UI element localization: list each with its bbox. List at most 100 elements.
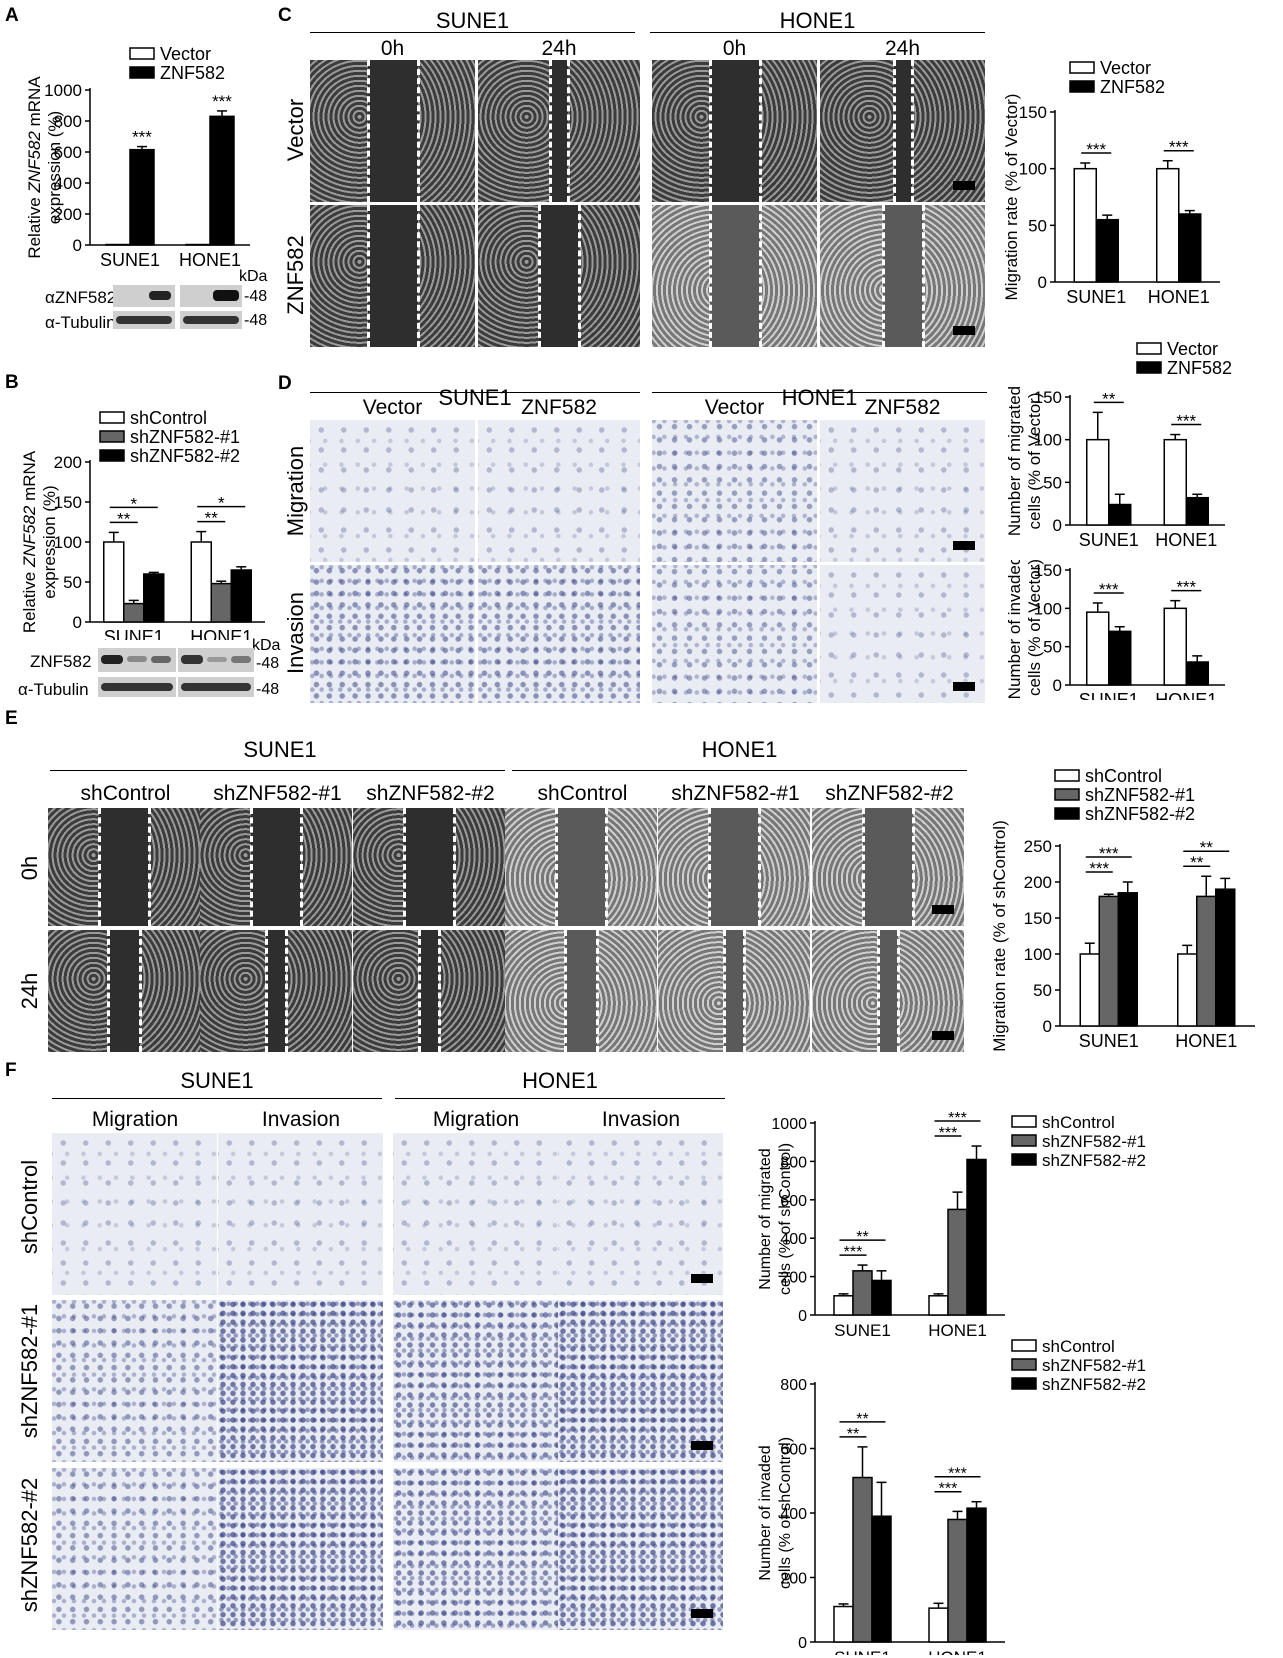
sig-label-0: ***: [132, 128, 152, 147]
category-label-0: SUNE1: [1066, 287, 1126, 307]
y-tick-label-4: 200: [1024, 873, 1052, 892]
y-tick-label-3: 150: [1024, 909, 1052, 928]
y-axis-label-part-1-3: mRNA: [25, 76, 44, 131]
y-axis-label-2: expression (%): [45, 111, 64, 224]
c-micrograph-r2-c3: [652, 205, 817, 347]
bar-0-2: [871, 1515, 892, 1643]
a-blot-tubulin-hone1: [180, 311, 242, 329]
c-micrograph-r2-c1: [310, 205, 475, 347]
f-micrograph-r2-c4: [558, 1300, 723, 1462]
f-micrograph-r2-c1: [52, 1300, 217, 1462]
f-row-shznf582-2: shZNF582-#2: [17, 1477, 42, 1613]
y-axis-label-part-2-1: cells (% of shControl): [777, 1437, 794, 1589]
e-group-hone1: HONE1: [701, 737, 778, 762]
d-micrograph-r2-c3: [652, 565, 817, 703]
legend-swatch-1: [1069, 80, 1095, 93]
legend-swatch-1: [1054, 788, 1080, 801]
c-micrograph-r1-c2: [478, 60, 640, 202]
c-time-1: 0h: [380, 37, 405, 60]
f-micrograph-r3-c2: [218, 1468, 383, 1630]
bar-1-1: [1178, 213, 1202, 283]
y-tick-label-1: 50: [63, 573, 82, 592]
a-blot-label-tubulin: α-Tubulin: [45, 313, 116, 332]
y-tick-label-2: 100: [1024, 945, 1052, 964]
legend-label-0: shControl: [1042, 1113, 1115, 1132]
bar-0-1: [123, 602, 145, 623]
e-col-6: shZNF582-#2: [825, 782, 954, 805]
bar-0-1: [1098, 895, 1119, 1027]
y-tick-label-2: 400: [780, 1506, 807, 1523]
f-micrograph-r3-c4: [558, 1468, 723, 1630]
bar-1-2: [966, 1507, 987, 1643]
y-axis-label-part-1-1: Number of invaded: [757, 1445, 774, 1580]
panel-label-c: C: [278, 5, 292, 26]
y-axis-label-2: cells (% of Vector): [1025, 560, 1044, 696]
category-label-0: SUNE1: [1079, 1031, 1139, 1051]
d-micrograph-r1-c3: [652, 420, 817, 562]
category-label-1: HONE1: [928, 1648, 987, 1655]
e-divider-sune1: [50, 770, 505, 771]
legend-swatch-0: [129, 47, 155, 60]
legend-label-0: Vector: [160, 44, 211, 64]
legend-label-0: shControl: [1042, 1337, 1115, 1356]
e-row-0h: 0h: [17, 855, 42, 881]
sig-label-1: ***: [1169, 138, 1189, 157]
e-micrograph-r1-c5: [658, 808, 810, 926]
y-tick-label-0: 0: [798, 1635, 807, 1652]
y-tick-label-0: 0: [798, 1308, 807, 1325]
f-group-hone1: HONE1: [522, 1068, 598, 1093]
c-micrograph-r1-c1: [310, 60, 475, 202]
c-micrograph-r2-c2: [478, 205, 640, 347]
d-micrograph-r1-c1: [310, 420, 475, 562]
category-label-1: HONE1: [190, 627, 252, 640]
legend-swatch-0: [1011, 1115, 1037, 1128]
f-micrograph-r3-c3: [393, 1468, 558, 1630]
sig-label-1: **: [856, 1411, 868, 1428]
y-axis-label-part-1-2: ZNF582: [25, 131, 44, 194]
y-axis-label-part-2-1: expression (%): [40, 485, 59, 598]
y-axis-label-part-1-1: Number of migrated: [1005, 386, 1024, 536]
e-divider-hone1: [512, 770, 967, 771]
y-tick-label-3: 150: [1034, 388, 1062, 407]
category-label-0: SUNE1: [104, 627, 164, 640]
bar-1-0: [1177, 953, 1198, 1027]
y-tick-label-3: 600: [780, 1442, 807, 1459]
a-kda-label: kDa: [239, 268, 268, 285]
d-micrograph-r2-c1: [310, 565, 475, 703]
c-row-vector: Vector: [283, 98, 308, 162]
sig-label-1: ***: [1176, 412, 1196, 431]
chart-f-invaded-cells: 0 200 400 600 800 Number of invaded cells (% o…: [757, 1337, 1146, 1655]
chart-d-invaded-cells: 0 50 100 150 Number of invaded cells (% of Ve…: [1005, 560, 1225, 700]
bar-0-0: [1079, 953, 1100, 1027]
a-blot-znf582-sune1: [113, 285, 175, 307]
d-micrograph-r1-c4: [820, 420, 985, 562]
e-col-3: shZNF582-#2: [366, 782, 495, 805]
e-col-5: shZNF582-#1: [671, 782, 800, 805]
f-micrograph-r1-c4: [558, 1133, 723, 1295]
legend-label-0: Vector: [1167, 339, 1218, 359]
bar-0-2: [143, 573, 165, 623]
c-row-znf582: ZNF582: [283, 235, 308, 315]
c-micrograph-r1-c4: [820, 60, 985, 202]
f-divider-sune1: [52, 1098, 382, 1099]
legend-swatch-1: [129, 66, 155, 79]
f-micrograph-r1-c3: [393, 1133, 558, 1295]
sig-label-0: ***: [1089, 859, 1109, 878]
sig-label-1: ***: [1176, 578, 1196, 597]
a-blot-znf582-hone1: [180, 285, 242, 307]
y-tick-label-2: 100: [54, 533, 82, 552]
bar-1-1: [209, 115, 235, 246]
sig-label-0: ***: [1086, 140, 1106, 159]
y-axis-label-2: cells (% of shControl): [777, 1437, 794, 1589]
legend-swatch-2: [1011, 1377, 1037, 1390]
legend-swatch-0: [1136, 342, 1162, 355]
e-micrograph-r2-c3: [353, 930, 505, 1052]
category-label-0: SUNE1: [834, 1321, 891, 1340]
legend-label-2: shZNF582-#2: [1042, 1375, 1146, 1394]
c-group-sune1: SUNE1: [435, 8, 510, 33]
bar-0-2: [1117, 892, 1138, 1027]
e-micrograph-r1-c6: [812, 808, 964, 926]
legend-label-1: shZNF582-#1: [130, 427, 240, 447]
b-blot-tubulin-sune1: [98, 677, 176, 697]
